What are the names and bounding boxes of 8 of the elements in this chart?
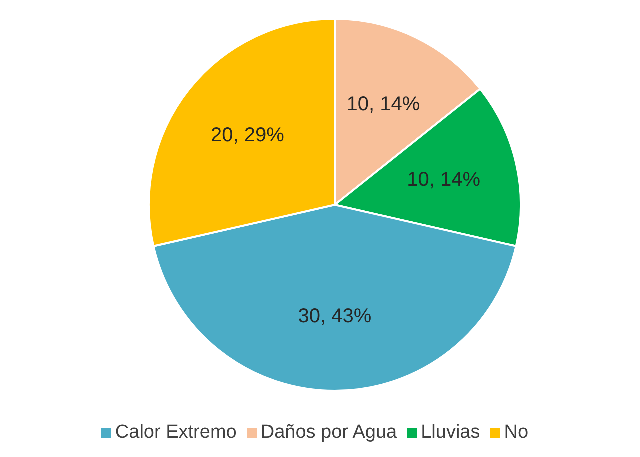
- data-label: 10, 14%: [407, 169, 481, 192]
- legend-label: Lluvias: [421, 422, 480, 443]
- legend-label: No: [504, 422, 529, 443]
- legend-label: Daños por Agua: [260, 422, 398, 443]
- data-label: 10, 14%: [346, 93, 420, 116]
- data-label: 20, 29%: [211, 124, 285, 146]
- legend-label: Calor Extremo: [115, 422, 237, 443]
- data-label: 30, 43%: [298, 306, 372, 328]
